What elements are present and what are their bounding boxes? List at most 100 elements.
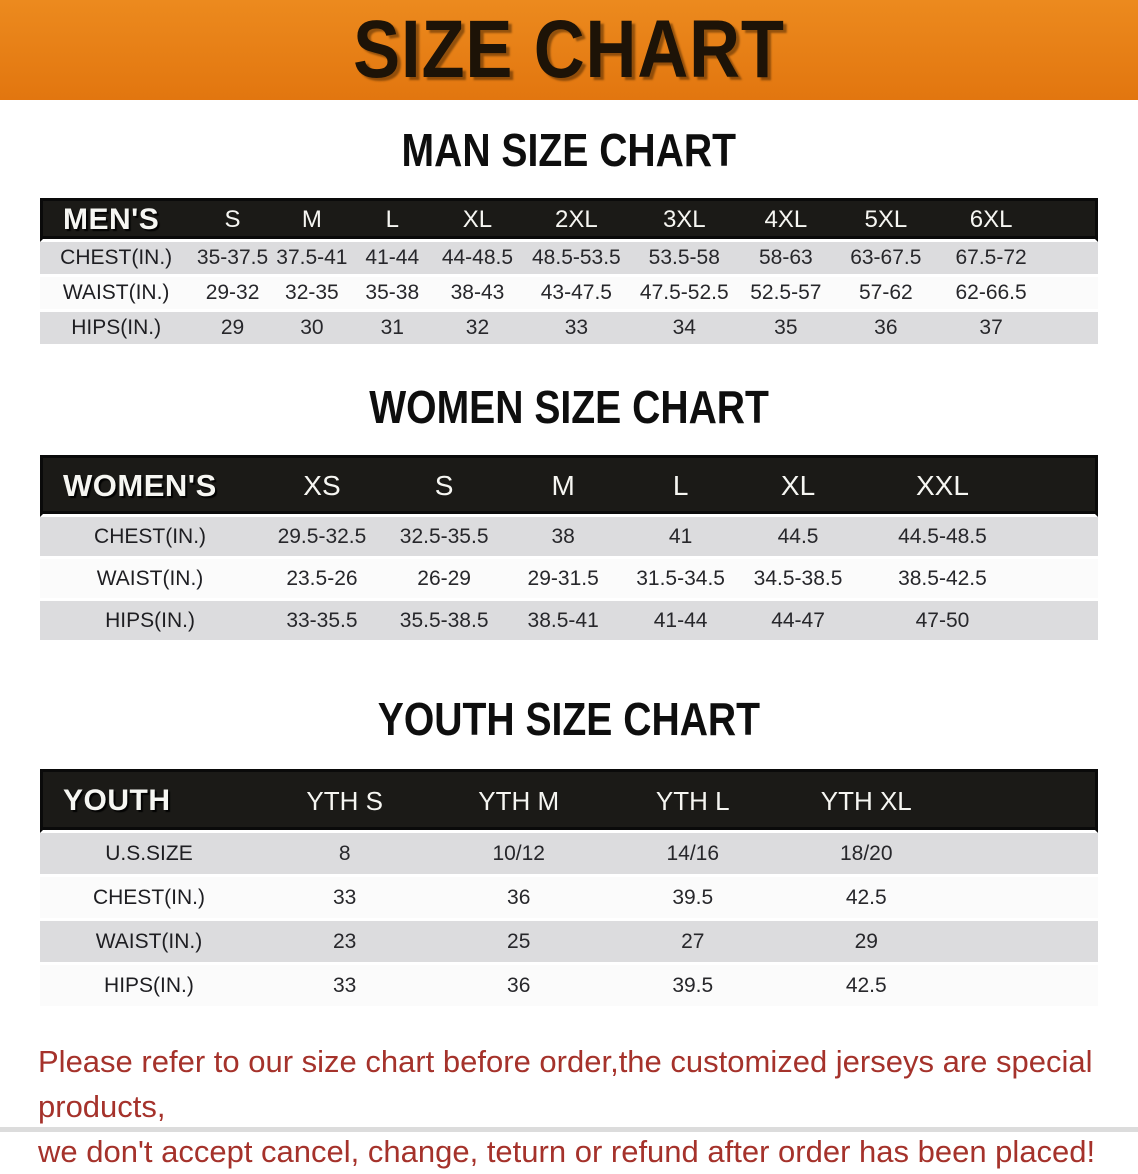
size-column-header: YTH S [257, 769, 432, 833]
size-value-cell: 37.5-41 [272, 242, 352, 277]
size-value-cell: 27 [606, 921, 780, 965]
size-value-cell: 23 [257, 921, 432, 965]
size-column-header: L [351, 198, 434, 242]
row-spacer [953, 965, 1098, 1009]
size-value-cell: 33-35.5 [260, 601, 384, 643]
womens-size-table: WOMEN'S XS S M L XL XXL CHEST(IN.) 29.5-32.5 32.5… [40, 455, 1098, 643]
header-spacer [953, 769, 1098, 833]
size-value-cell: 38-43 [433, 277, 522, 312]
size-value-cell: 36 [431, 965, 606, 1009]
row-spacer [953, 921, 1098, 965]
size-column-header: L [621, 455, 740, 517]
size-value-cell: 43-47.5 [521, 277, 632, 312]
row-label: WAIST(IN.) [40, 559, 261, 601]
row-spacer [1045, 242, 1098, 277]
size-value-cell: 35-37.5 [192, 242, 273, 277]
table-row: CHEST(IN.) 29.5-32.5 32.5-35.5 38 41 44.5 44.5… [40, 517, 1098, 559]
size-value-cell: 33 [257, 877, 432, 921]
size-column-header: 4XL [737, 198, 835, 242]
size-value-cell: 41 [621, 517, 740, 559]
size-value-cell: 32 [433, 312, 522, 347]
size-value-cell: 34 [631, 312, 738, 347]
size-value-cell: 44.5-48.5 [856, 517, 1029, 559]
row-label: WAIST(IN.) [40, 921, 258, 965]
size-value-cell: 36 [834, 312, 938, 347]
size-value-cell: 47-50 [856, 601, 1029, 643]
table-corner-label: YOUTH [40, 769, 258, 833]
size-column-header: M [504, 455, 622, 517]
size-value-cell: 42.5 [779, 965, 953, 1009]
banner: SIZE CHART [0, 0, 1138, 100]
size-value-cell: 41-44 [351, 242, 434, 277]
size-column-header: XL [739, 455, 857, 517]
size-value-cell: 29-32 [192, 277, 273, 312]
size-value-cell: 35.5-38.5 [383, 601, 505, 643]
row-spacer [1028, 517, 1098, 559]
size-value-cell: 67.5-72 [937, 242, 1046, 277]
size-value-cell: 35 [737, 312, 835, 347]
row-spacer [953, 833, 1098, 877]
men-section-heading: MAN SIZE CHART [401, 124, 737, 176]
size-value-cell: 42.5 [779, 877, 953, 921]
size-column-header: 3XL [631, 198, 738, 242]
women-section-heading: WOMEN SIZE CHART [369, 381, 769, 433]
size-value-cell: 10/12 [431, 833, 606, 877]
size-column-header: M [272, 198, 352, 242]
page-title-text: SIZE CHART [353, 4, 785, 95]
size-value-cell: 44-48.5 [433, 242, 522, 277]
row-label: CHEST(IN.) [40, 517, 261, 559]
size-value-cell: 29 [779, 921, 953, 965]
table-row: CHEST(IN.) 33 36 39.5 42.5 [40, 877, 1098, 921]
size-value-cell: 58-63 [737, 242, 835, 277]
table-row: HIPS(IN.) 33-35.5 35.5-38.5 38.5-41 41-44 44-… [40, 601, 1098, 643]
order-disclaimer: Please refer to our size chart before or… [38, 1039, 1108, 1174]
size-value-cell: 44.5 [739, 517, 857, 559]
size-value-cell: 34.5-38.5 [739, 559, 857, 601]
table-row: WAIST(IN.) 23 25 27 29 [40, 921, 1098, 965]
size-value-cell: 35-38 [351, 277, 434, 312]
row-spacer [1028, 559, 1098, 601]
header-spacer [1045, 198, 1098, 242]
row-label: CHEST(IN.) [40, 877, 258, 921]
table-header-row: YOUTH YTH S YTH M YTH L YTH XL [40, 769, 1098, 833]
size-value-cell: 39.5 [606, 965, 780, 1009]
size-value-cell: 29-31.5 [504, 559, 622, 601]
table-row: U.S.SIZE 8 10/12 14/16 18/20 [40, 833, 1098, 877]
size-column-header: XXL [856, 455, 1029, 517]
size-value-cell: 57-62 [834, 277, 938, 312]
row-label: HIPS(IN.) [40, 312, 193, 347]
size-value-cell: 44-47 [739, 601, 857, 643]
disclaimer-line-1: Please refer to our size chart before or… [38, 1044, 1093, 1124]
size-column-header: YTH M [431, 769, 606, 833]
size-value-cell: 38 [504, 517, 622, 559]
size-value-cell: 32.5-35.5 [383, 517, 505, 559]
size-value-cell: 52.5-57 [737, 277, 835, 312]
size-value-cell: 38.5-41 [504, 601, 622, 643]
page-title: SIZE CHART [318, 3, 820, 97]
row-label: HIPS(IN.) [40, 965, 258, 1009]
header-spacer [1028, 455, 1098, 517]
size-column-header: S [383, 455, 505, 517]
size-value-cell: 62-66.5 [937, 277, 1046, 312]
size-value-cell: 30 [272, 312, 352, 347]
size-column-header: YTH XL [779, 769, 953, 833]
table-header-row: WOMEN'S XS S M L XL XXL [40, 455, 1098, 517]
youth-size-table: YOUTH YTH S YTH M YTH L YTH XL U.S.SIZE 8 10/12… [40, 769, 1098, 1009]
size-column-header: XS [260, 455, 384, 517]
size-value-cell: 37 [937, 312, 1046, 347]
size-column-header: XL [433, 198, 522, 242]
size-value-cell: 8 [257, 833, 432, 877]
table-corner-label: MEN'S [40, 198, 193, 242]
size-value-cell: 25 [431, 921, 606, 965]
table-corner-label: WOMEN'S [40, 455, 261, 517]
size-value-cell: 23.5-26 [260, 559, 384, 601]
size-value-cell: 39.5 [606, 877, 780, 921]
table-row: CHEST(IN.) 35-37.5 37.5-41 41-44 44-48.5 48.5… [40, 242, 1098, 277]
row-spacer [1028, 601, 1098, 643]
size-value-cell: 36 [431, 877, 606, 921]
size-value-cell: 32-35 [272, 277, 352, 312]
size-value-cell: 63-67.5 [834, 242, 938, 277]
row-spacer [1045, 277, 1098, 312]
size-value-cell: 31 [351, 312, 434, 347]
size-column-header: 6XL [937, 198, 1046, 242]
